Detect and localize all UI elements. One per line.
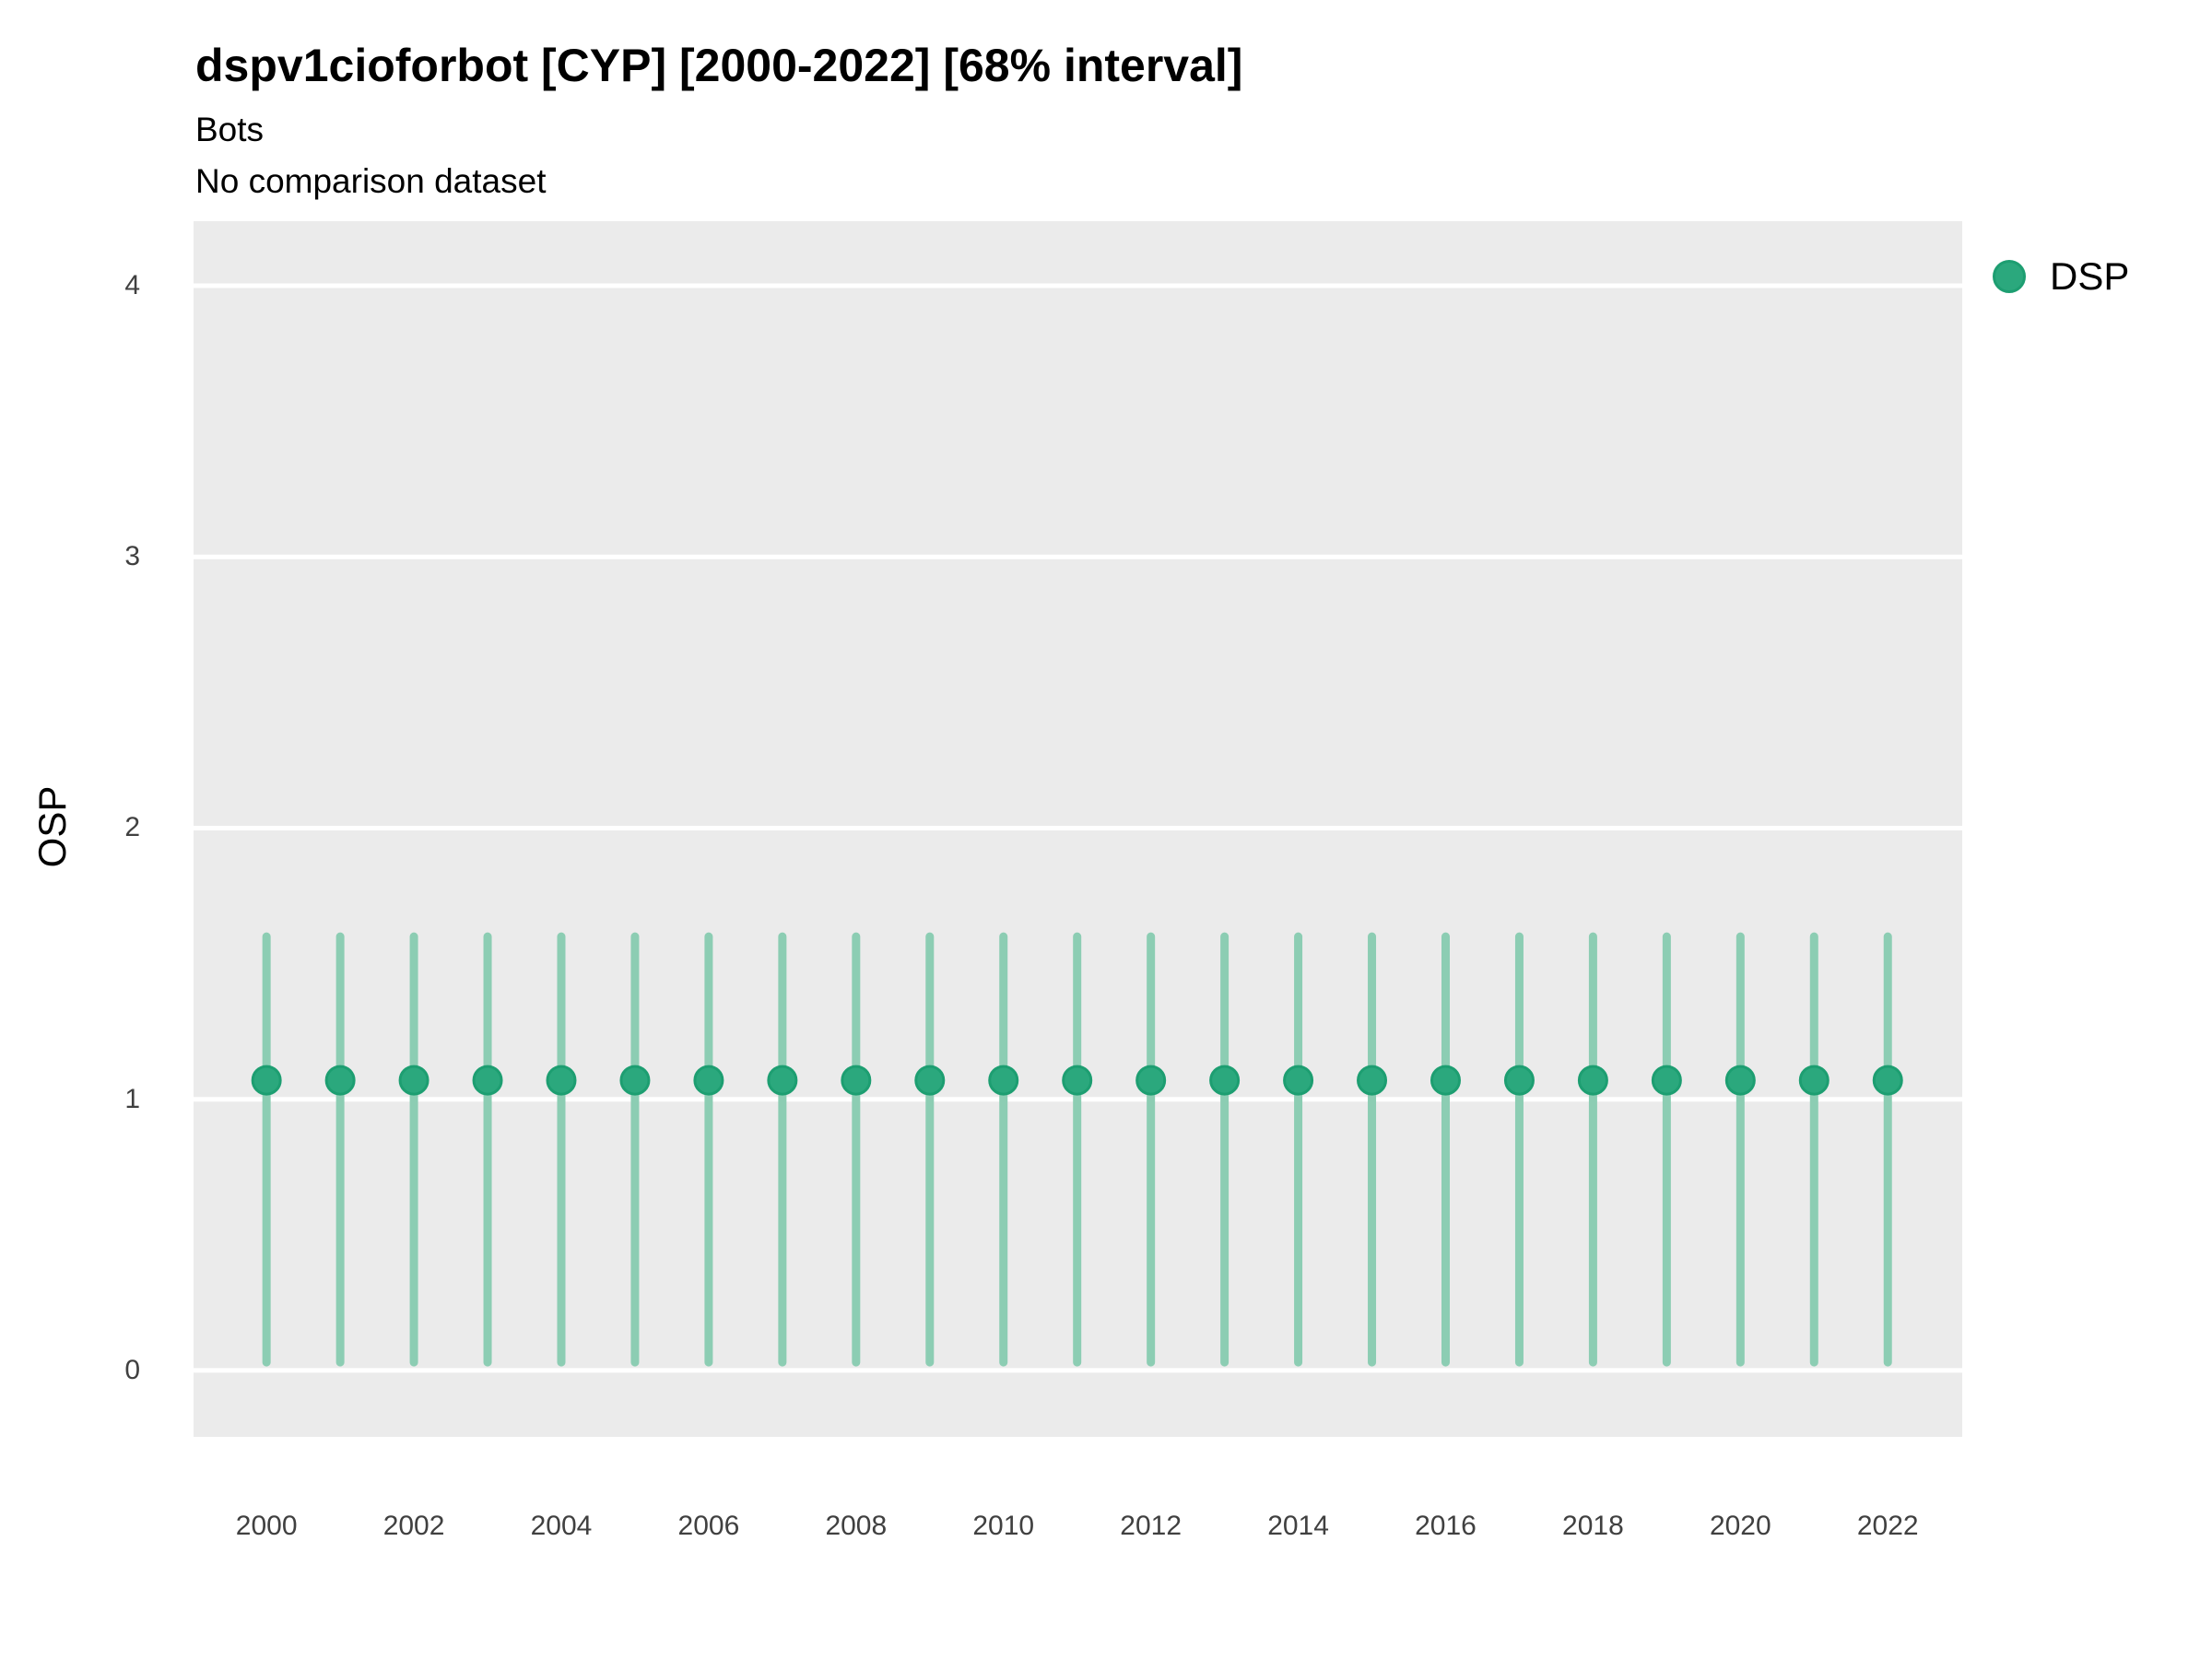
plot-panel [194, 221, 1962, 1437]
data-point [472, 1065, 503, 1096]
x-tick-label: 2014 [1267, 1511, 1329, 1541]
x-tick-label: 2018 [1562, 1511, 1624, 1541]
y-tick-label: 4 [124, 270, 140, 301]
x-tick-label: 2016 [1415, 1511, 1477, 1541]
data-point [1430, 1065, 1461, 1096]
x-tick-label: 2008 [825, 1511, 888, 1541]
data-point [1135, 1065, 1167, 1096]
x-tick-label: 2006 [677, 1511, 740, 1541]
data-point [546, 1065, 577, 1096]
data-point [1209, 1065, 1241, 1096]
y-tick-label: 1 [124, 1083, 140, 1114]
data-point [619, 1065, 651, 1096]
data-point [324, 1065, 356, 1096]
data-point [1503, 1065, 1535, 1096]
x-tick-label: 2012 [1120, 1511, 1182, 1541]
data-point [914, 1065, 946, 1096]
chart-title: dspv1cioforbot [CYP] [2000-2022] [68% in… [195, 40, 1243, 91]
x-tick-label: 2022 [1856, 1511, 1919, 1541]
data-point [1798, 1065, 1830, 1096]
data-point [398, 1065, 429, 1096]
data-point [1872, 1065, 1903, 1096]
data-point [841, 1065, 872, 1096]
data-point [988, 1065, 1019, 1096]
x-tick-label: 2020 [1709, 1511, 1771, 1541]
plot-area [194, 283, 1962, 1373]
x-tick-label: 2000 [235, 1511, 298, 1541]
data-point [1062, 1065, 1093, 1096]
data-point [1724, 1065, 1756, 1096]
data-point [251, 1065, 282, 1096]
data-point [1651, 1065, 1682, 1096]
y-tick-label: 2 [124, 812, 140, 843]
legend-point-icon [1993, 260, 2026, 293]
x-tick-label: 2004 [530, 1511, 593, 1541]
data-point [1577, 1065, 1608, 1096]
legend: DSP [1993, 254, 2129, 299]
data-point [693, 1065, 724, 1096]
data-point [767, 1065, 798, 1096]
legend-label: DSP [2050, 254, 2130, 298]
data-point [1283, 1065, 1314, 1096]
y-tick-label: 0 [124, 1354, 140, 1385]
chart-subtitle: Bots [195, 111, 265, 148]
x-tick-label: 2002 [382, 1511, 445, 1541]
y-tick-label: 3 [124, 541, 140, 572]
data-point [1357, 1065, 1388, 1096]
chart-annotation: No comparison dataset [195, 162, 547, 200]
x-tick-label: 2010 [972, 1511, 1035, 1541]
